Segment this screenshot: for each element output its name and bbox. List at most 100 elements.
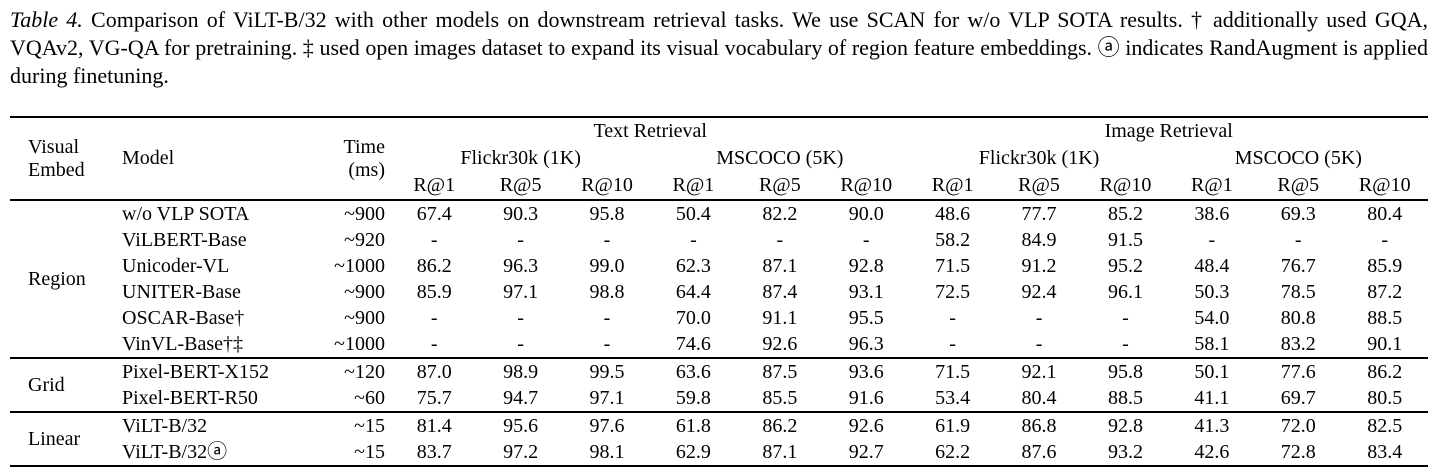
metric-value: 96.1	[1107, 280, 1143, 303]
header-r10: R@10	[1358, 174, 1411, 196]
metric-value: 85.9	[416, 280, 452, 303]
results-table: Visual Embed Model Time (ms) Text Retrie…	[10, 116, 1428, 467]
metric-value: 85.9	[1367, 254, 1403, 277]
metric-value: 61.8	[675, 414, 711, 437]
metric-value: -	[517, 228, 524, 251]
metric-value: 95.8	[589, 202, 625, 225]
table-group-region: Region w/o VLP SOTA ~900 67.4 90.3 95.8 50.4 82…	[10, 200, 1428, 358]
metric-value: 71.5	[935, 360, 971, 383]
header-r5: R@5	[499, 174, 542, 196]
table-header: Visual Embed Model Time (ms) Text Retrie…	[10, 117, 1428, 200]
metric-value: 76.7	[1280, 254, 1316, 277]
header-text-retrieval: Text Retrieval	[593, 120, 707, 142]
metric-value: -	[603, 332, 611, 355]
header-time: Time (ms)	[343, 135, 385, 181]
metric-value: -	[1294, 228, 1302, 251]
metric-value: 90.0	[848, 202, 884, 225]
metric-value: 54.0	[1194, 306, 1230, 329]
model-name: OSCAR-Base†	[122, 306, 245, 329]
metric-value: 87.2	[1367, 280, 1403, 303]
metric-value: 92.6	[762, 332, 798, 355]
time-value: ~900	[344, 306, 385, 329]
metric-value: 99.0	[589, 254, 625, 277]
header-r10: R@10	[581, 174, 633, 196]
visual-embed-label: Linear	[28, 427, 81, 450]
metric-value: 97.6	[589, 414, 625, 437]
header-model: Model	[122, 147, 175, 169]
metric-value: 99.5	[589, 360, 625, 383]
metric-value: 67.4	[416, 202, 452, 225]
metric-value: 91.5	[1107, 228, 1143, 251]
metric-value: 92.8	[1107, 414, 1143, 437]
table-row: Grid Pixel-BERT-X152 ~120 87.0 98.9 99.5 63.6 8…	[10, 358, 1428, 396]
model-name: w/o VLP SOTA	[122, 202, 250, 225]
metric-value: 85.2	[1107, 202, 1143, 225]
metric-value: 61.9	[935, 414, 971, 437]
header-r1: R@1	[1190, 174, 1233, 196]
time-value: ~15	[354, 414, 385, 437]
metric-value: 92.4	[1021, 280, 1057, 303]
metric-value: -	[690, 228, 697, 251]
metric-value: -	[776, 228, 784, 251]
model-name: ViLBERT-Base	[122, 228, 247, 251]
metric-value: 80.4	[1021, 386, 1057, 409]
metric-value: 69.3	[1280, 202, 1316, 225]
table-row: ViLBERT-Base ~920 - - - - - - 58.2 84.9 91.5 - - -	[10, 227, 1428, 253]
metric-value: 88.5	[1367, 306, 1403, 329]
header-r5: R@5	[1277, 174, 1320, 196]
header-r10: R@10	[840, 174, 893, 196]
metric-value: 77.6	[1280, 360, 1316, 383]
metric-value: 50.4	[675, 202, 711, 225]
model-name: Pixel-BERT-X152	[122, 360, 269, 383]
header-row-datasets: Flickr30k (1K) MSCOCO (5K) Flickr30k (1K…	[10, 145, 1428, 172]
metric-value: 87.6	[1021, 440, 1057, 463]
metric-value: -	[1122, 306, 1129, 329]
metric-value: 91.6	[848, 386, 884, 409]
metric-value: 97.1	[589, 386, 625, 409]
visual-embed-label: Region	[28, 267, 86, 290]
metric-value: 87.1	[762, 440, 798, 463]
header-visual-embed: Visual Embed	[28, 135, 85, 181]
model-name: ViLT-B/32ⓐ	[122, 440, 228, 463]
model-name: UNITER-Base	[122, 280, 241, 303]
metric-value: -	[1122, 332, 1129, 355]
metric-value: 97.2	[503, 440, 539, 463]
metric-value: -	[603, 306, 611, 329]
table-caption-text: Comparison of ViLT-B/32 with other model…	[10, 7, 1428, 88]
metric-value: -	[517, 332, 524, 355]
table-caption-label: Table 4.	[10, 7, 83, 32]
metric-value: 95.5	[848, 306, 884, 329]
metric-value: 50.1	[1194, 360, 1230, 383]
metric-value: 87.1	[762, 254, 798, 277]
metric-value: 93.1	[848, 280, 884, 303]
table-row: Region w/o VLP SOTA ~900 67.4 90.3 95.8 50.4 82…	[10, 200, 1428, 290]
metric-value: 59.8	[675, 386, 711, 409]
metric-value: 90.3	[503, 202, 539, 225]
metric-value: 97.1	[503, 280, 539, 303]
metric-value: 82.2	[762, 202, 798, 225]
header-flickr30k-text: Flickr30k (1K)	[460, 147, 581, 169]
metric-value: 86.2	[416, 254, 452, 277]
metric-value: 95.8	[1107, 360, 1143, 383]
metric-value: 98.1	[589, 440, 625, 463]
metric-value: 80.4	[1367, 202, 1403, 225]
metric-value: -	[1208, 228, 1216, 251]
table-row: Pixel-BERT-R50 ~60 75.7 94.7 97.1 59.8 85.5 91.…	[10, 385, 1428, 412]
metric-value: 92.8	[848, 254, 884, 277]
table-row: Linear ViLT-B/32 ~15 81.4 95.6 97.6 61.8 86.2 92…	[10, 412, 1428, 450]
header-image-retrieval: Image Retrieval	[1104, 120, 1233, 142]
metric-value: 95.6	[503, 414, 539, 437]
metric-value: 95.2	[1107, 254, 1143, 277]
metric-value: 42.6	[1194, 440, 1230, 463]
header-row-metrics: R@1 R@5 R@10 R@1 R@5 R@10 R@1 R@5 R@10 R…	[10, 172, 1428, 200]
header-r1: R@1	[931, 174, 974, 196]
table-row: ViLT-B/32ⓐ ~15 83.7 97.2 98.1 62.9 87.1 92.7 62.…	[10, 439, 1428, 466]
time-value: ~60	[354, 386, 385, 409]
metric-value: 81.4	[416, 414, 452, 437]
metric-value: 80.8	[1280, 306, 1316, 329]
metric-value: 62.9	[675, 440, 711, 463]
metric-value: 91.1	[762, 306, 798, 329]
metric-value: 93.6	[848, 360, 884, 383]
metric-value: 75.7	[416, 386, 452, 409]
metric-value: 72.0	[1280, 414, 1316, 437]
